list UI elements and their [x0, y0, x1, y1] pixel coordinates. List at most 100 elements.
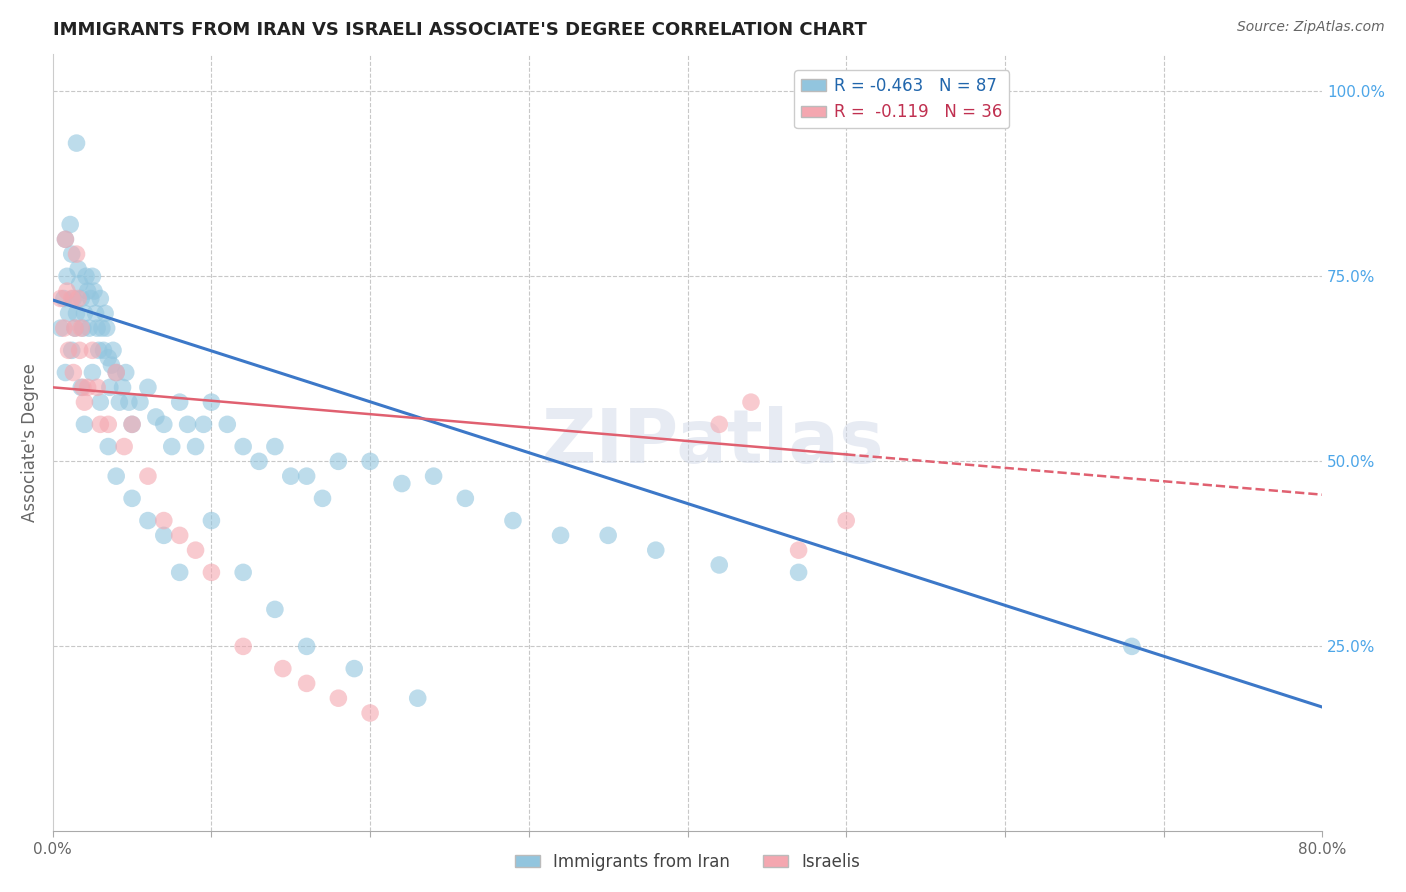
- Point: [406, 691, 429, 706]
- Point: [169, 566, 191, 580]
- Point: [63, 321, 86, 335]
- Point: [787, 543, 810, 558]
- Point: [77, 321, 100, 335]
- Point: [76, 284, 98, 298]
- Point: [200, 514, 222, 528]
- Point: [73, 417, 96, 432]
- Point: [709, 558, 731, 572]
- Point: [70, 380, 93, 394]
- Point: [62, 292, 84, 306]
- Point: [502, 514, 524, 528]
- Point: [49, 321, 72, 335]
- Point: [264, 440, 287, 454]
- Point: [105, 366, 128, 380]
- Point: [121, 417, 143, 432]
- Point: [112, 440, 135, 454]
- Point: [114, 366, 136, 380]
- Point: [82, 366, 104, 380]
- Point: [56, 269, 79, 284]
- Point: [52, 292, 75, 306]
- Point: [598, 528, 620, 542]
- Point: [60, 292, 83, 306]
- Point: [550, 528, 572, 542]
- Point: [232, 640, 254, 654]
- Point: [62, 366, 84, 380]
- Point: [55, 232, 77, 246]
- Point: [97, 417, 120, 432]
- Point: [82, 343, 104, 358]
- Point: [787, 566, 810, 580]
- Point: [55, 366, 77, 380]
- Point: [271, 662, 294, 676]
- Point: [70, 321, 93, 335]
- Point: [391, 476, 413, 491]
- Point: [169, 395, 191, 409]
- Point: [153, 417, 176, 432]
- Point: [69, 277, 91, 291]
- Point: [176, 417, 198, 432]
- Point: [295, 676, 318, 690]
- Point: [359, 706, 381, 720]
- Point: [105, 366, 128, 380]
- Point: [89, 417, 111, 432]
- Point: [422, 469, 444, 483]
- Point: [328, 454, 350, 468]
- Point: [121, 417, 143, 432]
- Point: [80, 292, 103, 306]
- Point: [153, 514, 176, 528]
- Text: IMMIGRANTS FROM IRAN VS ISRAELI ASSOCIATE'S DEGREE CORRELATION CHART: IMMIGRANTS FROM IRAN VS ISRAELI ASSOCIAT…: [52, 21, 866, 39]
- Point: [108, 395, 131, 409]
- Point: [58, 343, 80, 358]
- Point: [86, 321, 108, 335]
- Point: [454, 491, 477, 506]
- Point: [89, 292, 111, 306]
- Point: [169, 528, 191, 542]
- Point: [359, 454, 381, 468]
- Point: [709, 417, 731, 432]
- Point: [136, 380, 159, 394]
- Point: [73, 306, 96, 320]
- Point: [56, 284, 79, 298]
- Point: [136, 469, 159, 483]
- Point: [83, 284, 105, 298]
- Point: [72, 380, 94, 394]
- Point: [740, 395, 762, 409]
- Text: Source: ZipAtlas.com: Source: ZipAtlas.com: [1237, 20, 1385, 34]
- Point: [97, 351, 120, 365]
- Point: [63, 321, 86, 335]
- Point: [65, 306, 87, 320]
- Legend: Immigrants from Iran, Israelis: Immigrants from Iran, Israelis: [508, 847, 868, 878]
- Point: [644, 543, 666, 558]
- Point: [89, 395, 111, 409]
- Point: [111, 380, 134, 394]
- Point: [153, 528, 176, 542]
- Point: [86, 380, 108, 394]
- Point: [52, 321, 75, 335]
- Point: [82, 269, 104, 284]
- Point: [232, 440, 254, 454]
- Point: [101, 343, 124, 358]
- Point: [60, 343, 83, 358]
- Point: [55, 232, 77, 246]
- Point: [217, 417, 239, 432]
- Point: [67, 292, 90, 306]
- Point: [129, 395, 152, 409]
- Text: ZIPatlas: ZIPatlas: [541, 407, 884, 479]
- Y-axis label: Associate's Degree: Associate's Degree: [21, 363, 39, 523]
- Point: [100, 358, 122, 372]
- Point: [84, 306, 107, 320]
- Point: [75, 269, 97, 284]
- Point: [94, 306, 117, 320]
- Point: [60, 247, 83, 261]
- Point: [193, 417, 215, 432]
- Point: [280, 469, 302, 483]
- Point: [69, 343, 91, 358]
- Point: [93, 343, 115, 358]
- Point: [200, 395, 222, 409]
- Point: [59, 218, 82, 232]
- Point: [145, 409, 167, 424]
- Point: [67, 261, 90, 276]
- Point: [184, 440, 207, 454]
- Point: [98, 380, 121, 394]
- Point: [1121, 640, 1143, 654]
